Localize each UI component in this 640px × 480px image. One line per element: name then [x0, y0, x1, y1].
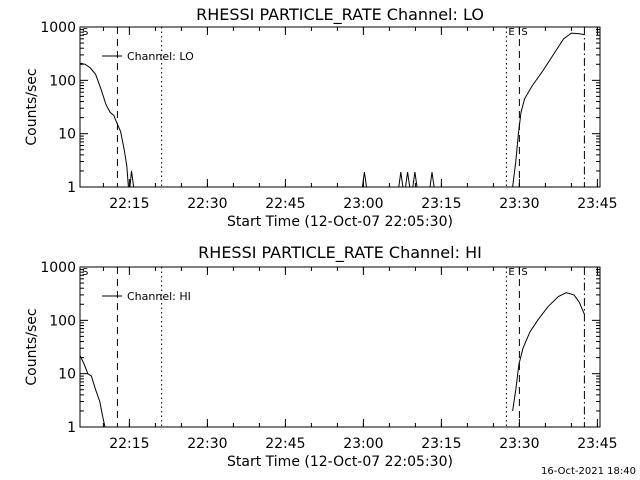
y-tick-label: 10 [58, 367, 76, 383]
y-tick-label: 1 [67, 420, 76, 436]
y-tick-label: 100 [49, 73, 76, 89]
series-group [80, 292, 585, 427]
event-marker-label: S [82, 267, 88, 278]
y-tick-label: 1 [67, 180, 76, 196]
series-line [398, 172, 404, 187]
series-group [80, 32, 585, 187]
y-tick-label: 100 [49, 313, 76, 329]
series-line [80, 62, 129, 187]
legend-label: Channel: LO [127, 50, 194, 63]
x-tick-label: 23:00 [343, 196, 383, 212]
x-tick-label: 23:15 [421, 436, 461, 452]
x-tick-label: 22:15 [109, 436, 149, 452]
series-line [405, 172, 411, 187]
x-tick-label: 22:45 [265, 196, 305, 212]
event-marker-label: S [521, 267, 527, 278]
x-tick-label: 22:30 [187, 436, 227, 452]
y-tick-label: 1000 [40, 20, 76, 36]
event-marker-label: S [82, 27, 88, 38]
series-line [429, 172, 435, 187]
x-axis-label: Start Time (12-Oct-07 22:05:30) [227, 454, 453, 470]
y-tick-label: 1000 [40, 260, 76, 276]
series-line [129, 170, 135, 187]
x-tick-label: 23:45 [577, 196, 617, 212]
y-axis-label: Counts/sec [24, 308, 40, 385]
footer-timestamp: 16-Oct-2021 18:40 [541, 466, 636, 477]
series-line [80, 355, 106, 427]
x-tick-label: 22:15 [109, 196, 149, 212]
event-marker-label: E [508, 27, 514, 38]
y-tick-label: 10 [58, 127, 76, 143]
x-axis-label: Start Time (12-Oct-07 22:05:30) [227, 214, 453, 230]
x-tick-label: 23:30 [499, 436, 539, 452]
series-line [412, 172, 418, 187]
series-line [361, 172, 367, 187]
legend-label: Channel: HI [127, 290, 191, 303]
x-tick-label: 23:00 [343, 436, 383, 452]
series-line [512, 292, 585, 411]
event-marker-label: S [521, 27, 527, 38]
y-axis-label: Counts/sec [24, 68, 40, 145]
lo-channel-panel: RHESSI PARTICLE_RATE Channel: LO 22:15 22:… [24, 5, 618, 230]
x-tick-label: 22:30 [187, 196, 227, 212]
x-tick-label: 22:45 [265, 436, 305, 452]
event-marker-label: E [508, 267, 514, 278]
x-tick-label: 23:15 [421, 196, 461, 212]
hi-channel-panel: RHESSI PARTICLE_RATE Channel: HI 22:15 22:… [24, 243, 618, 470]
series-line [512, 32, 585, 187]
x-tick-label: 23:30 [499, 196, 539, 212]
x-tick-label: 23:45 [577, 436, 617, 452]
chart-title: RHESSI PARTICLE_RATE Channel: LO [196, 5, 484, 25]
chart-title: RHESSI PARTICLE_RATE Channel: HI [198, 243, 482, 263]
